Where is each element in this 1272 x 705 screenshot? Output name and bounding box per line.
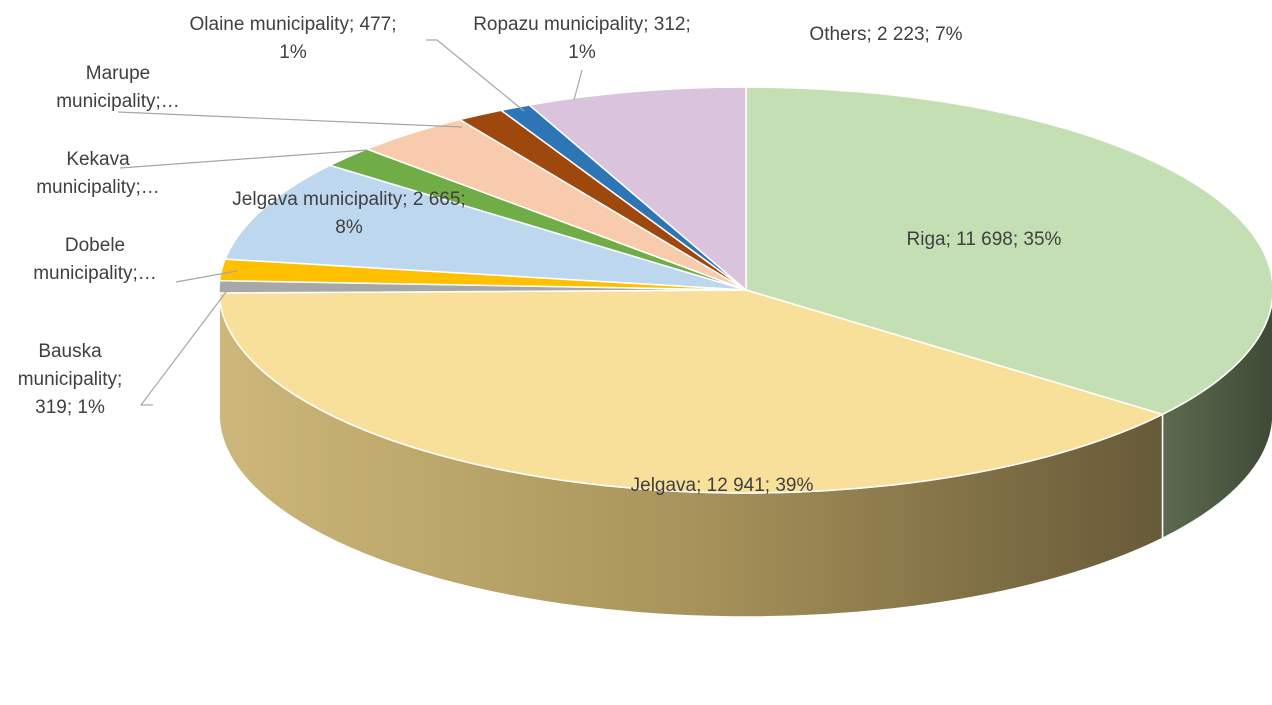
- data-label-line: Kekava: [66, 149, 130, 170]
- data-label-line: 1%: [568, 42, 596, 63]
- data-label-bauska-municipality: Bauska municipality; 319; 1%: [18, 341, 123, 418]
- data-label-line: Marupe: [86, 63, 150, 84]
- pie-slice-jelgava: [218, 289, 1165, 494]
- leader-line-ropazu-municipality: [573, 69, 583, 101]
- leader-line-kekava-municipality: [119, 149, 368, 169]
- leader-line-marupe-municipality: [117, 111, 463, 128]
- data-label-line: Olaine municipality; 477;: [190, 14, 397, 35]
- data-label-line: 1%: [279, 42, 307, 63]
- data-label-line: Jelgava municipality; 2 665;: [232, 189, 465, 210]
- data-label-line: 8%: [335, 217, 363, 238]
- leader-line-dobele-municipality: [175, 270, 238, 283]
- data-label-line: municipality;…: [36, 177, 160, 198]
- pie-slice-others: [527, 86, 747, 292]
- data-label-line: Jelgava; 12 941; 39%: [631, 475, 814, 496]
- data-label-riga: Riga; 11 698; 35%: [907, 229, 1062, 250]
- data-label-jelgava: Jelgava; 12 941; 39%: [631, 475, 814, 496]
- data-label-olaine-municipality: Olaine municipality; 477; 1%: [190, 14, 397, 63]
- data-label-dobele-municipality: Dobele municipality;…: [33, 235, 157, 284]
- data-label-line: Bauska: [38, 341, 102, 362]
- data-label-line: municipality;: [18, 369, 123, 390]
- data-label-ropazu-municipality: Ropazu municipality; 312; 1%: [473, 14, 691, 63]
- leader-line-olaine-municipality: [426, 39, 525, 112]
- leader-line-bauska-municipality: [139, 291, 227, 406]
- data-label-line: municipality;…: [56, 91, 180, 112]
- pie-slices: [218, 86, 1272, 494]
- data-label-marupe-municipality: Marupe municipality;…: [56, 63, 180, 112]
- leader-lines: [117, 39, 583, 406]
- data-label-line: 319; 1%: [35, 397, 105, 418]
- data-label-line: Dobele: [65, 235, 125, 256]
- data-labels: Riga; 11 698; 35% Jelgava; 12 941; 39% Bau…: [18, 14, 1062, 496]
- data-label-kekava-municipality: Kekava municipality;…: [36, 149, 160, 198]
- pie-slice-riga: [745, 86, 1272, 416]
- data-label-others: Others; 2 223; 7%: [809, 24, 962, 45]
- data-label-line: Ropazu municipality; 312;: [473, 14, 691, 35]
- data-label-line: Riga; 11 698; 35%: [907, 229, 1062, 250]
- data-label-jelgava-municipality: Jelgava municipality; 2 665; 8%: [232, 189, 465, 238]
- data-label-line: municipality;…: [33, 263, 157, 284]
- pie-slice-jelgava-municipality: [224, 164, 747, 291]
- data-label-line: Others; 2 223; 7%: [809, 24, 962, 45]
